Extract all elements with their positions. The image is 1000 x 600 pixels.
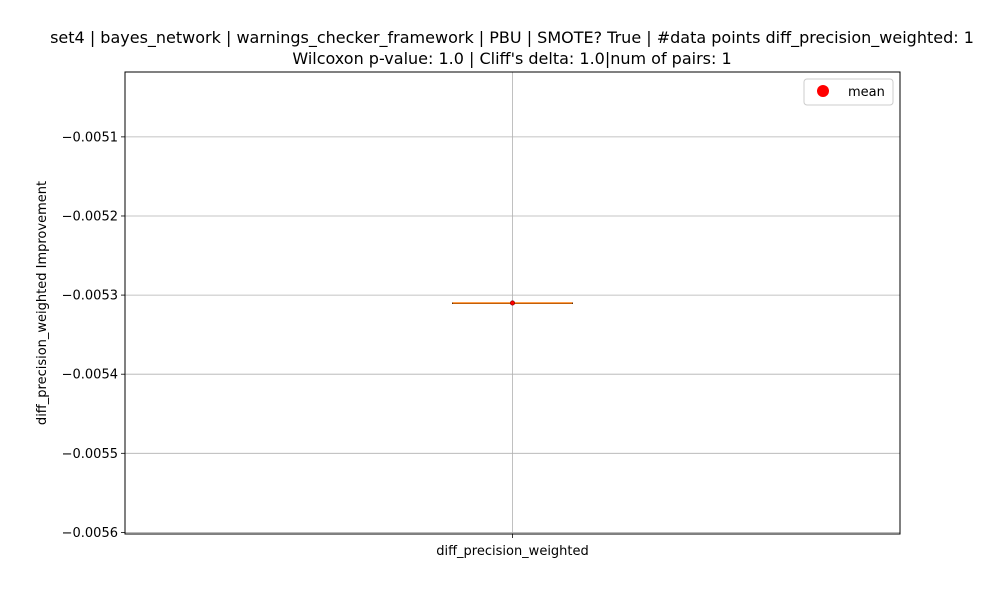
y-tick-label: −0.0053: [62, 289, 118, 304]
box-plot: [452, 300, 573, 306]
legend: mean: [803, 78, 894, 106]
y-tick-label: −0.0051: [62, 130, 118, 145]
chart-title-line2: Wilcoxon p-value: 1.0 | Cliff's delta: 1…: [292, 49, 731, 68]
y-axis-ticks: −0.0056 −0.0055 −0.0054 −0.0053 −0.0052 −0.00…: [62, 130, 125, 541]
x-tick-label: diff_precision_weighted: [436, 544, 589, 559]
grid-lines: [125, 72, 900, 534]
y-axis-label: diff_precision_weighted Improvement: [35, 181, 50, 425]
legend-frame: [803, 78, 894, 106]
legend-mean-label: mean: [848, 85, 885, 100]
x-axis-ticks: diff_precision_weighted: [436, 534, 589, 559]
chart-title-line1: set4 | bayes_network | warnings_checker_…: [50, 28, 974, 48]
legend-mean-marker: [817, 85, 829, 97]
mean-marker: [509, 300, 515, 306]
y-tick-label: −0.0052: [62, 209, 118, 224]
y-tick-label: −0.0055: [62, 447, 118, 462]
y-tick-label: −0.0056: [62, 526, 118, 541]
y-tick-label: −0.0054: [62, 368, 118, 383]
